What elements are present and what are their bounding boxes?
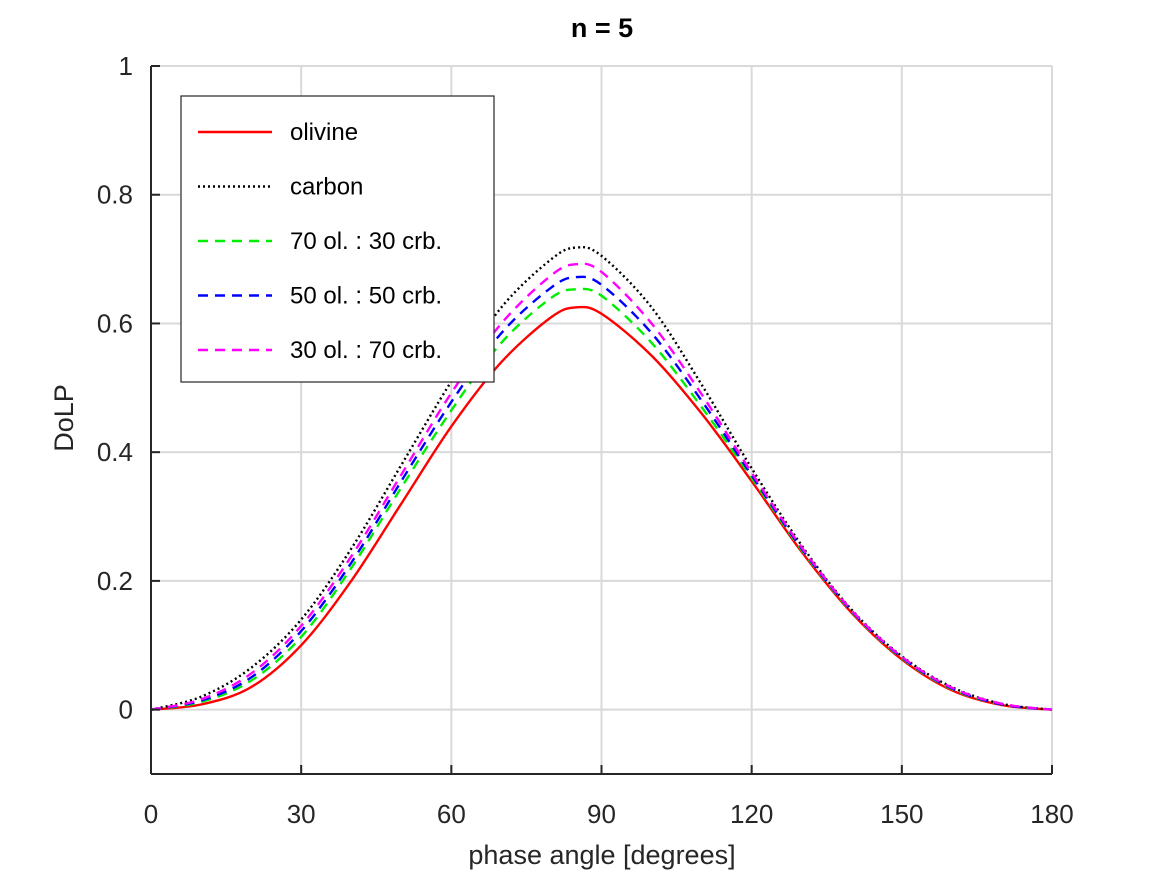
x-tick-label: 60 xyxy=(437,799,466,829)
legend-label-4: 30 ol. : 70 crb. xyxy=(290,337,442,364)
y-tick-label: 0.6 xyxy=(97,308,133,338)
y-tick-label: 0.8 xyxy=(97,180,133,210)
y-tick-label: 1 xyxy=(119,51,133,81)
x-axis-label: phase angle [degrees] xyxy=(468,840,735,870)
x-tick-label: 150 xyxy=(880,799,923,829)
legend: olivine carbon 70 ol. : 30 crb. 50 ol. : 50… xyxy=(180,95,495,383)
series-layer xyxy=(150,245,1053,711)
series-line-4 xyxy=(150,262,1053,711)
axes: 0 30 60 90 120 150 180 0 0.2 0.4 0.6 0.8 1 xyxy=(97,51,1074,829)
legend-box xyxy=(180,95,495,383)
x-tick-label: 120 xyxy=(730,799,773,829)
y-tick-label: 0.4 xyxy=(97,437,133,467)
x-tick-label: 90 xyxy=(587,799,616,829)
legend-label-3: 50 ol. : 50 crb. xyxy=(290,283,442,310)
x-tick-label: 180 xyxy=(1030,799,1073,829)
x-tick-label: 30 xyxy=(287,799,316,829)
y-tick-label: 0.2 xyxy=(97,566,133,596)
x-tick-label: 0 xyxy=(144,799,158,829)
legend-label-0: olivine xyxy=(290,119,358,146)
y-axis-label: DoLP xyxy=(49,384,79,452)
chart-title: n = 5 xyxy=(571,13,633,43)
y-tick-label: 0 xyxy=(119,695,133,725)
legend-label-1: carbon xyxy=(290,174,363,201)
legend-label-2: 70 ol. : 30 crb. xyxy=(290,228,442,255)
